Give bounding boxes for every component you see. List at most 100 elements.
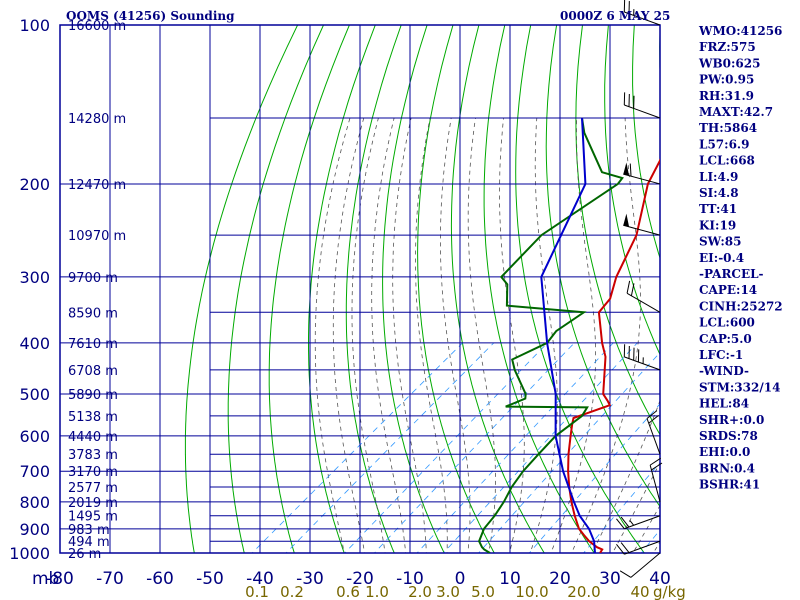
temperature-line: [567, 158, 660, 553]
index-item: HEL:84: [699, 397, 749, 411]
barb-flag: [649, 457, 661, 466]
index-item: LFC:-1: [699, 348, 743, 362]
profiles: [478, 117, 660, 553]
height-label: 9700 m: [68, 271, 118, 286]
dry-adiabat: [450, 25, 545, 553]
barb-pennant: [623, 162, 630, 176]
temperature-tick--20: -20: [346, 569, 374, 589]
mixing-ratio-tick-5.0: 5.0: [471, 583, 495, 600]
pressure-tick-200: 200: [19, 175, 50, 194]
parcel-line: [540, 117, 596, 553]
barb-staff: [626, 292, 661, 313]
pressure-tick-900: 900: [19, 520, 50, 539]
mixing-ratio-line: [443, 342, 638, 553]
index-item: KI:19: [699, 218, 736, 232]
stability-indices: WMO:41256 FRZ:575 WB0:625 PW:0.95 RH:31.9 MAX…: [698, 24, 783, 492]
index-item: CINH:25272: [699, 299, 783, 313]
temperature-tick-20: 20: [549, 569, 571, 589]
temperature-tick--80: -80: [46, 569, 74, 589]
index-item: WMO:41256: [698, 24, 782, 38]
height-label: 16600 m: [68, 19, 126, 34]
dry-adiabat: [268, 25, 350, 553]
mixing-ratio-unit: g/kg: [653, 583, 686, 600]
barb-staff: [623, 173, 661, 185]
pressure-tick-100: 100: [19, 16, 50, 35]
mixing-ratio-tick-2.0: 2.0: [408, 583, 432, 600]
height-label: 983 m: [68, 523, 110, 538]
height-label: 5890 m: [68, 388, 118, 403]
wind-barb: [619, 552, 661, 578]
pressure-tick-500: 500: [19, 385, 50, 404]
index-item: CAPE:14: [699, 283, 757, 297]
mixing-ratio-line: [285, 342, 495, 553]
mixing-ratio-tick-10.0: 10.0: [515, 583, 548, 600]
dry-adiabat: [184, 25, 299, 553]
mixing-ratio-tick-0.2: 0.2: [280, 583, 304, 600]
barb-staff: [630, 552, 661, 578]
index-item: LCL:668: [699, 154, 755, 168]
moist-adiabat: [351, 117, 386, 553]
moist-adiabat: [499, 117, 525, 553]
chart-time: 0000Z 6 MAY 25: [560, 9, 670, 23]
index-item: SW:85: [699, 235, 741, 249]
index-item: MAXT:42.7: [699, 105, 773, 119]
wind-barb: [646, 410, 661, 455]
height-label: 12470 m: [68, 178, 126, 193]
index-item: CAP:5.0: [699, 332, 752, 346]
index-item: -PARCEL-: [699, 267, 764, 281]
height-label: 494 m: [68, 535, 110, 550]
mixing-ratio-line: [478, 351, 660, 553]
height-label: 4440 m: [68, 430, 118, 445]
wind-barb: [623, 92, 661, 119]
temperature-tick--40: -40: [246, 569, 274, 589]
barb-staff: [624, 356, 661, 371]
barb-flag: [629, 163, 632, 177]
chart-title: OOMS (41256) Sounding: [66, 9, 235, 23]
index-item: BSHR:41: [699, 478, 760, 492]
temperature-tick--60: -60: [146, 569, 174, 589]
barb-flag: [630, 283, 635, 296]
wind-barb: [616, 540, 661, 555]
height-labels: 16600 m 14280 m 12470 m 10970 m 9700 m 8590 m…: [68, 19, 126, 562]
wind-barb: [623, 344, 661, 371]
height-label: 10970 m: [68, 229, 126, 244]
wind-barb: [649, 457, 663, 502]
pressure-tick-400: 400: [19, 334, 50, 353]
index-item: STM:332/14: [699, 380, 780, 394]
index-item: PW:0.95: [699, 73, 754, 87]
plot-frame: [59, 24, 661, 554]
height-label: 5138 m: [68, 410, 118, 425]
barb-staff: [624, 11, 661, 26]
dewpoint-line: [478, 117, 624, 553]
height-label: 8590 m: [68, 306, 118, 321]
height-label: 7610 m: [68, 337, 118, 352]
barb-staff: [624, 540, 661, 555]
temperature-tick--50: -50: [196, 569, 224, 589]
index-item: LI:4.9: [699, 170, 738, 184]
index-item: SI:4.8: [699, 186, 739, 200]
mixing-ratio-line: [373, 342, 575, 553]
mixing-ratio-tick-20.0: 20.0: [567, 583, 600, 600]
temperature-tick--30: -30: [296, 569, 324, 589]
barb-flag: [620, 516, 630, 528]
wind-barb: [616, 515, 661, 530]
index-item: WB0:625: [698, 56, 760, 70]
temperature-tick-30: 30: [599, 569, 621, 589]
dry-adiabat: [417, 25, 495, 553]
moist-adiabat: [467, 117, 496, 553]
index-item: LCL:600: [699, 316, 755, 330]
dry-adiabat: [790, 25, 800, 564]
mixing-ratio-tick-0.1: 0.1: [245, 583, 269, 600]
index-item: SHR+:0.0: [699, 413, 764, 427]
mixing-ratio-tick-3.0: 3.0: [436, 583, 460, 600]
barb-flag: [616, 518, 625, 530]
barb-half: [629, 520, 635, 526]
index-item: TT:41: [699, 202, 737, 216]
dry-adiabat: [227, 25, 324, 553]
barb-flag: [616, 544, 625, 555]
barb-staff: [649, 464, 661, 502]
dry-adiabat: [308, 25, 376, 553]
moist-adiabat: [314, 117, 351, 553]
wind-barb: [623, 213, 661, 236]
index-item: FRZ:575: [699, 40, 756, 54]
